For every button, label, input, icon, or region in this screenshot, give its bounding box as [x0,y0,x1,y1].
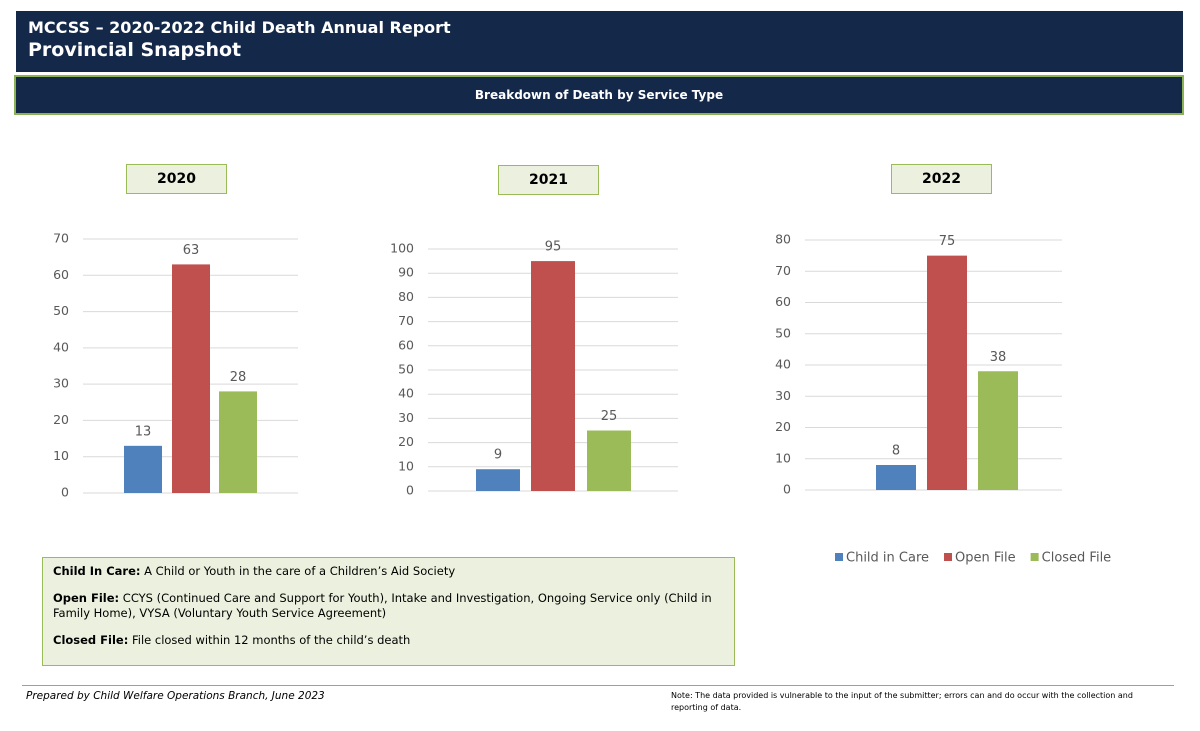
bar [172,264,210,493]
definition: Open File: CCYS (Continued Care and Supp… [53,591,724,621]
y-tick-label: 30 [53,376,69,391]
y-tick-label: 100 [390,241,414,256]
bar [978,371,1018,490]
chart-title: 2022 [891,164,992,194]
banner: Breakdown of Death by Service Type [14,75,1184,115]
legend-swatch [944,553,953,561]
y-tick-label: 30 [775,388,791,403]
bar [587,430,631,491]
data-label: 63 [183,243,200,258]
definition-text: CCYS (Continued Care and Support for You… [53,591,712,620]
y-tick-label: 50 [53,303,69,318]
y-tick-label: 20 [775,419,791,434]
definition-term: Open File: [53,591,120,605]
y-tick-label: 60 [398,337,414,352]
data-label: 75 [939,234,956,249]
legend-label: Child in Care [846,551,929,566]
y-tick-label: 60 [53,267,69,282]
data-label: 8 [892,444,900,459]
y-tick-label: 0 [406,483,414,498]
note: Note: The data provided is vulnerable to… [671,691,1133,712]
bar [927,255,967,490]
y-tick-label: 20 [398,434,414,449]
chart-title: 2020 [126,164,227,194]
definition-term: Closed File: [53,633,129,647]
y-tick-label: 20 [53,412,69,427]
data-label: 28 [230,370,247,385]
y-tick-label: 10 [398,458,414,473]
definition-text: File closed within 12 months of the chil… [131,633,411,647]
chart-title: 2021 [498,165,599,195]
header-title: MCCSS – 2020-2022 Child Death Annual Rep… [28,18,451,37]
bar [124,445,162,493]
y-tick-label: 60 [775,294,791,309]
definition-text: A Child or Youth in the care of a Childr… [144,564,456,578]
y-tick-label: 80 [775,232,791,247]
header-subtitle: Provincial Snapshot [28,39,242,61]
y-tick-label: 50 [398,362,414,377]
y-tick-label: 0 [61,485,69,500]
header: MCCSS – 2020-2022 Child Death Annual Rep… [16,11,1183,72]
data-label: 38 [990,350,1007,365]
y-tick-label: 70 [53,231,69,246]
y-tick-label: 10 [775,450,791,465]
bar [876,465,916,490]
y-tick-label: 70 [775,263,791,278]
definitions: Child In Care: A Child or Youth in the c… [42,557,735,666]
prepared-by: Prepared by Child Welfare Operations Bra… [26,690,325,702]
y-tick-label: 40 [53,339,69,354]
y-tick-label: 50 [775,325,791,340]
data-label: 13 [135,424,152,439]
y-tick-label: 0 [783,482,791,497]
definition: Closed File: File closed within 12 month… [53,633,724,648]
legend-label: Closed File [1042,551,1112,566]
y-tick-label: 40 [398,386,414,401]
data-label: 9 [494,448,502,463]
footer-rule [22,685,1174,686]
definition: Child In Care: A Child or Youth in the c… [53,564,724,579]
y-tick-label: 70 [398,313,414,328]
y-tick-label: 90 [398,265,414,280]
data-label: 95 [545,240,562,255]
bar [219,391,257,493]
legend-swatch [835,553,843,561]
y-tick-label: 30 [398,410,414,425]
legend-swatch [1030,553,1039,561]
data-label: 25 [601,409,618,424]
y-tick-label: 80 [398,289,414,304]
bar [476,469,520,491]
bar [531,261,575,491]
y-tick-label: 10 [53,448,69,463]
legend-label: Open File [955,551,1016,566]
y-tick-label: 40 [775,357,791,372]
definition-term: Child In Care: [53,564,141,578]
